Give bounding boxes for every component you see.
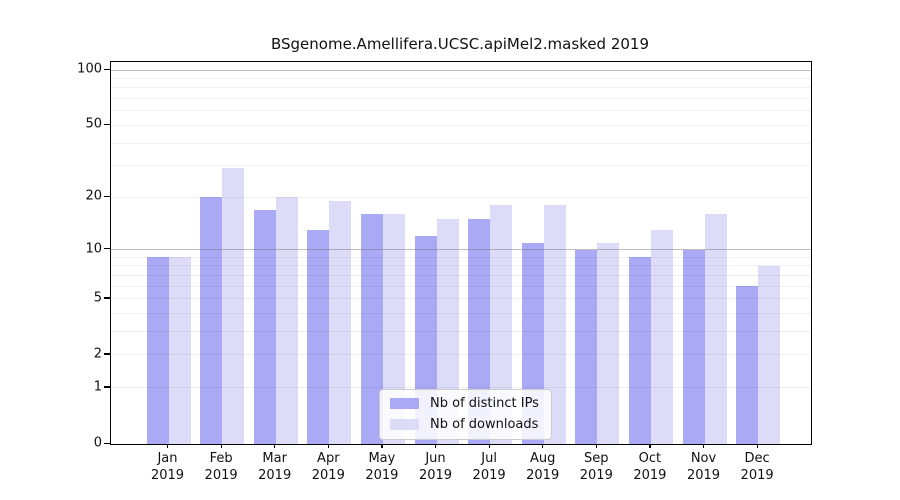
- bar-mar-downloads: [275, 197, 298, 444]
- bar-apr-downloads: [329, 201, 352, 444]
- legend-item-distinct-ips: Nb of distinct IPs: [390, 396, 539, 411]
- bar-jul-distinct-ips: [468, 219, 491, 444]
- y-tick-label-10: 10: [85, 241, 102, 257]
- x-tick-label-jun: Jun 2019: [418, 451, 453, 483]
- bar-feb-downloads: [222, 168, 245, 444]
- bar-sep-distinct-ips: [575, 249, 598, 444]
- y-tick-mark: [104, 248, 110, 250]
- bar-apr-distinct-ips: [307, 230, 330, 444]
- plot-area: Nb of distinct IPs Nb of downloads: [110, 61, 812, 445]
- gridline-70: [111, 98, 811, 100]
- bar-jun-downloads: [436, 219, 459, 444]
- y-tick-label-5: 5: [93, 290, 102, 306]
- x-tick-label-jan: Jan 2019: [150, 451, 185, 483]
- x-tick-mark: [595, 443, 598, 448]
- gridline-10: [111, 249, 811, 251]
- x-tick-label-aug: Aug 2019: [526, 451, 560, 483]
- y-tick-label-50: 50: [85, 116, 102, 132]
- y-tick-label-2: 2: [93, 346, 102, 362]
- y-tick-mark: [104, 442, 110, 444]
- y-tick-mark: [104, 195, 110, 198]
- x-tick-label-sep: Sep 2019: [579, 451, 613, 483]
- x-tick-label-oct: Oct 2019: [633, 451, 667, 483]
- x-tick-label-apr: Apr 2019: [311, 451, 345, 483]
- downloads-swatch-icon: [390, 419, 419, 430]
- y-tick-mark: [104, 68, 110, 70]
- bar-nov-distinct-ips: [682, 249, 705, 444]
- gridline-9: [111, 256, 811, 258]
- gridline-4: [111, 313, 811, 315]
- gridline-5: [111, 298, 811, 300]
- bar-oct-distinct-ips: [628, 257, 651, 444]
- gridline-1: [111, 387, 811, 389]
- legend-label: Nb of distinct IPs: [430, 396, 539, 411]
- gridline-40: [111, 142, 811, 144]
- x-tick-mark: [327, 443, 330, 448]
- gridline-2: [111, 354, 811, 356]
- bar-feb-distinct-ips: [200, 197, 223, 444]
- bar-jul-downloads: [490, 205, 513, 444]
- distinct-ips-swatch-icon: [390, 398, 419, 409]
- legend-label: Nb of downloads: [430, 417, 539, 432]
- x-tick-mark: [381, 443, 383, 448]
- bar-may-downloads: [382, 214, 405, 444]
- x-tick-mark: [488, 443, 490, 448]
- y-tick-mark: [104, 386, 110, 388]
- gridline-80: [111, 87, 811, 89]
- x-tick-mark: [435, 443, 437, 448]
- y-tick-label-20: 20: [85, 188, 102, 204]
- x-tick-label-dec: Dec 2019: [740, 451, 774, 483]
- y-tick-mark: [104, 353, 110, 355]
- x-tick-label-jul: Jul 2019: [472, 451, 506, 483]
- gridline-60: [111, 110, 811, 112]
- x-tick-mark: [274, 443, 276, 448]
- bar-sep-downloads: [597, 242, 620, 444]
- gridline-50: [111, 124, 811, 126]
- legend: Nb of distinct IPs Nb of downloads: [379, 389, 552, 440]
- x-tick-label-feb: Feb 2019: [204, 451, 238, 483]
- gridline-20: [111, 196, 811, 198]
- x-tick-mark: [167, 443, 169, 448]
- x-tick-label-nov: Nov 2019: [686, 451, 721, 483]
- bar-dec-distinct-ips: [736, 286, 759, 444]
- y-tick-label-100: 100: [77, 61, 102, 77]
- bar-nov-downloads: [704, 214, 727, 444]
- x-tick-mark: [756, 443, 758, 448]
- gridline-7: [111, 275, 811, 276]
- y-tick-mark: [104, 297, 110, 299]
- chart-title: BSgenome.Amellifera.UCSC.apiMel2.masked …: [270, 35, 650, 53]
- x-tick-label-mar: Mar 2019: [258, 451, 292, 483]
- legend-item-downloads: Nb of downloads: [390, 417, 539, 432]
- gridline-30: [111, 165, 811, 167]
- bar-mar-distinct-ips: [253, 209, 276, 444]
- bar-may-distinct-ips: [360, 214, 383, 444]
- bar-dec-downloads: [758, 265, 781, 444]
- gridline-90: [111, 77, 811, 79]
- x-tick-mark: [542, 443, 544, 448]
- x-tick-mark: [703, 443, 705, 448]
- bar-jan-downloads: [168, 257, 191, 444]
- bar-oct-downloads: [650, 230, 673, 444]
- bar-aug-downloads: [543, 205, 566, 444]
- x-tick-mark: [649, 443, 651, 448]
- bar-jan-distinct-ips: [146, 257, 169, 444]
- y-tick-label-0: 0: [93, 435, 102, 451]
- y-tick-label-1: 1: [93, 379, 102, 395]
- x-tick-label-may: May 2019: [365, 451, 399, 483]
- y-tick-mark: [104, 123, 110, 126]
- gridline-3: [111, 331, 811, 333]
- gridline-8: [111, 265, 811, 267]
- x-tick-mark: [220, 443, 222, 448]
- gridline-6: [111, 285, 811, 287]
- gridline-100: [111, 69, 811, 71]
